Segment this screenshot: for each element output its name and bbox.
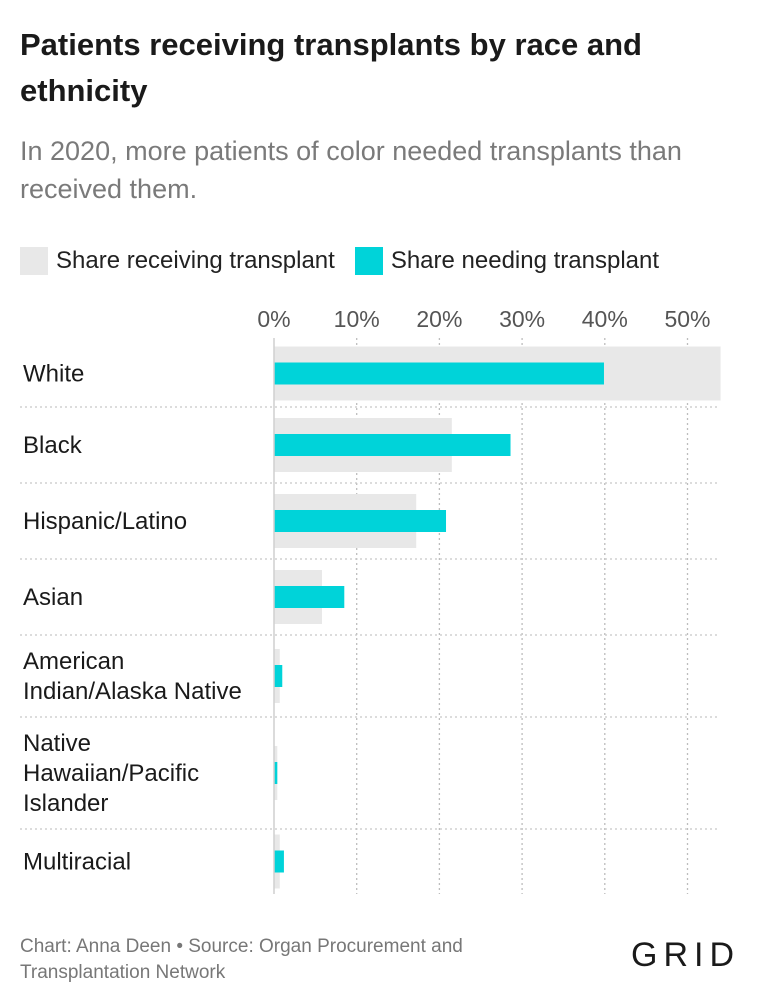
bar-needing [274,434,511,456]
category-label: Black [23,432,83,459]
chart-title: Patients receiving transplants by race a… [20,27,642,108]
x-tick-label: 40% [582,306,628,332]
legend-label-receiving: Share receiving transplant [56,247,335,274]
category-label: White [23,361,84,388]
category-label: Asian [23,584,83,611]
category-label: Hispanic/Latino [23,508,187,535]
legend-label-needing: Share needing transplant [390,247,660,274]
category-label: American Indian/Alaska Native [23,648,242,705]
x-tick-label: 50% [664,306,710,332]
bar-needing [274,362,604,385]
bar-needing [274,850,284,873]
legend-item-receiving: Share receiving transplant [20,247,335,275]
legend: Share receiving transplant Share needing… [20,244,679,278]
category-label: Multiracial [23,849,131,876]
x-tick-label: 10% [334,306,380,332]
bar-needing [274,665,283,687]
bar-chart: 0% 10% 20% 30% 40% 50% White Black Hispanic/Lati… [20,306,721,894]
chart-credit: Chart: Anna Deen • Source: Organ Procure… [20,936,463,983]
chart-subtitle: In 2020, more patients of color needed t… [20,136,682,204]
category-label: Native Hawaiian/Pacific Islander [23,730,199,817]
bar-needing [274,586,345,608]
legend-swatch-receiving [20,247,48,275]
grid-logo: GRID [631,936,740,974]
bar-needing [274,762,278,784]
legend-swatch-needing [354,247,383,275]
x-tick-label: 30% [499,306,545,332]
x-tick-label: 0% [257,306,290,332]
legend-item-needing: Share needing transplant [354,247,660,275]
bar-needing [274,510,447,532]
x-tick-label: 20% [416,306,462,332]
